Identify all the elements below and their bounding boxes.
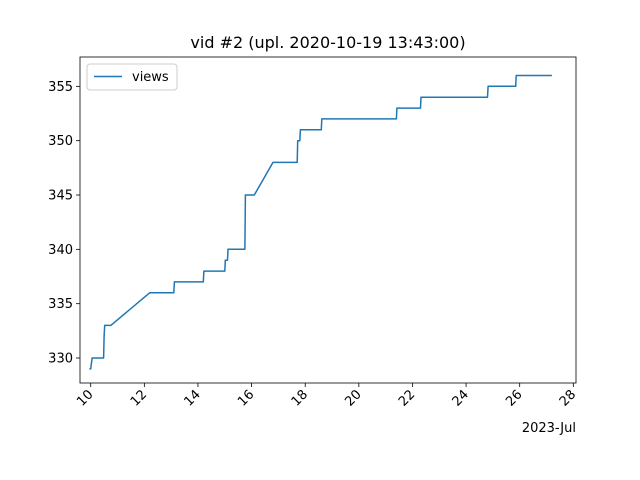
chart-title: vid #2 (upl. 2020-10-19 13:43:00) bbox=[190, 33, 465, 52]
y-tick-label: 345 bbox=[48, 189, 73, 204]
y-tick-label: 340 bbox=[48, 243, 73, 258]
x-axis: 10 12 14 16 18 20 22 24 26 28 bbox=[74, 383, 579, 410]
axes-frame bbox=[79, 56, 577, 384]
y-axis: 330 335 340 345 350 355 bbox=[48, 80, 80, 367]
y-tick-label: 355 bbox=[48, 80, 73, 95]
y-tick-label: 350 bbox=[48, 134, 73, 149]
legend: views bbox=[86, 63, 178, 91]
plot-area bbox=[89, 74, 552, 370]
legend-label-views: views bbox=[132, 70, 169, 85]
y-tick-label: 330 bbox=[48, 352, 73, 367]
y-tick-label: 335 bbox=[48, 297, 73, 312]
x-axis-offset-label: 2023-Jul bbox=[522, 421, 576, 436]
series-line-views bbox=[89, 74, 552, 370]
legend-box bbox=[86, 63, 178, 91]
